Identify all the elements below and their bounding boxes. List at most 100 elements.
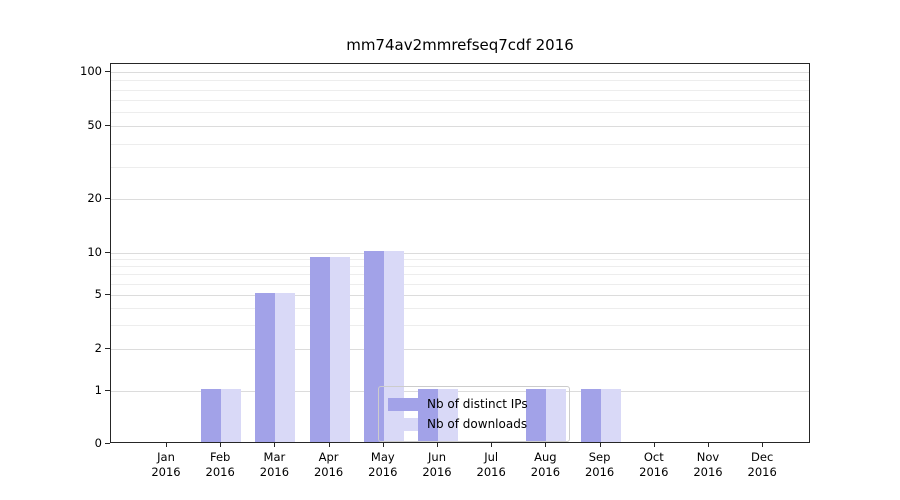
y-tick-mark xyxy=(105,125,110,127)
gridline-minor xyxy=(111,274,809,276)
x-tick-month: Dec xyxy=(751,450,774,464)
y-tick-mark xyxy=(105,197,110,199)
x-tick-label: Jan 2016 xyxy=(136,450,196,480)
gridline-minor xyxy=(111,307,809,309)
x-tick-year: 2016 xyxy=(259,465,290,479)
y-tick-mark xyxy=(105,443,110,444)
gridline-major xyxy=(111,198,809,200)
x-tick-month: Oct xyxy=(643,450,664,464)
x-tick-mark xyxy=(762,443,764,447)
x-tick-month: Jul xyxy=(484,450,499,464)
gridline-minor xyxy=(111,112,809,114)
y-tick-mark xyxy=(105,71,110,72)
bar-downloads xyxy=(546,389,567,442)
x-tick-label: Jun 2016 xyxy=(407,450,467,480)
x-tick-month: Jan xyxy=(157,450,175,464)
legend-item: Nb of downloads xyxy=(388,414,560,434)
y-tick-mark xyxy=(105,390,110,391)
x-tick-label: Apr 2016 xyxy=(299,450,359,480)
gridline-minor xyxy=(111,100,809,102)
x-tick-month: Jun xyxy=(428,450,446,464)
x-tick-month: Apr xyxy=(318,450,339,464)
x-tick-year: 2016 xyxy=(639,465,669,479)
x-tick-mark xyxy=(653,443,655,447)
x-tick-month: Nov xyxy=(696,450,720,464)
legend-swatch-distinct-ips xyxy=(388,397,418,411)
y-tick-mark xyxy=(105,252,110,253)
x-tick-label: Nov 2016 xyxy=(678,450,738,480)
x-tick-year: 2016 xyxy=(530,465,561,479)
x-tick-year: 2016 xyxy=(151,465,181,479)
gridline-major xyxy=(111,126,809,128)
bar-distinct-ips xyxy=(309,257,330,442)
gridline-minor xyxy=(111,166,809,168)
x-tick-year: 2016 xyxy=(747,465,777,479)
x-tick-mark xyxy=(328,443,330,447)
x-tick-year: 2016 xyxy=(205,465,235,479)
x-tick-label: Feb 2016 xyxy=(190,450,250,480)
x-tick-month: May xyxy=(370,450,395,464)
y-tick-mark xyxy=(105,348,110,350)
x-tick-mark xyxy=(220,443,222,447)
gridline-major xyxy=(111,294,809,296)
gridline-major xyxy=(111,391,809,392)
bar-downloads xyxy=(221,389,242,442)
legend-swatch-downloads xyxy=(388,417,418,431)
x-tick-mark xyxy=(599,443,601,447)
x-tick-label: Dec 2016 xyxy=(732,450,792,480)
bar-downloads xyxy=(600,389,621,442)
y-tick-mark xyxy=(105,293,110,295)
bar-distinct-ips xyxy=(526,389,547,442)
bar-distinct-ips xyxy=(255,292,276,442)
bar-downloads xyxy=(275,292,296,442)
gridline-major xyxy=(111,72,809,73)
x-tick-year: 2016 xyxy=(368,465,398,479)
bar-downloads xyxy=(438,389,458,442)
y-tick-label: 1 xyxy=(94,383,102,397)
gridline-minor xyxy=(111,266,809,268)
x-tick-month: Mar xyxy=(263,450,286,464)
legend-label-distinct-ips: Nb of distinct IPs xyxy=(427,397,528,411)
gridline-minor xyxy=(111,325,809,327)
y-tick-label: 100 xyxy=(80,64,102,78)
x-tick-label: Jul 2016 xyxy=(461,450,521,480)
y-tick-label: 5 xyxy=(94,286,102,301)
legend-item: Nb of distinct IPs xyxy=(388,394,560,414)
y-tick-label: 20 xyxy=(87,190,102,205)
x-tick-label: Sep 2016 xyxy=(570,450,630,480)
bar-distinct-ips xyxy=(580,389,601,442)
gridline-major xyxy=(111,253,809,254)
y-tick-label: 50 xyxy=(87,118,102,133)
gridline-minor xyxy=(111,259,809,261)
x-tick-mark xyxy=(708,443,709,447)
x-tick-year: 2016 xyxy=(693,465,723,479)
x-tick-year: 2016 xyxy=(476,465,506,479)
gridline-minor xyxy=(111,144,809,146)
x-tick-month: Aug xyxy=(534,450,557,464)
x-tick-mark xyxy=(274,443,276,447)
x-tick-label: May 2016 xyxy=(353,450,413,480)
plot-area: Nb of distinct IPs Nb of downloads xyxy=(110,63,810,443)
chart-title: mm74av2mmrefseq7cdf 2016 xyxy=(346,36,574,54)
x-tick-label: Mar 2016 xyxy=(244,450,304,480)
x-tick-year: 2016 xyxy=(313,465,344,479)
gridline-minor xyxy=(111,89,809,91)
x-tick-year: 2016 xyxy=(422,465,452,479)
x-tick-label: Aug 2016 xyxy=(515,450,575,480)
gridline-major xyxy=(111,349,809,351)
gridline-minor xyxy=(111,80,809,82)
x-tick-month: Sep xyxy=(588,450,611,464)
x-tick-mark xyxy=(437,443,438,447)
bar-distinct-ips xyxy=(418,389,438,442)
legend-label-downloads: Nb of downloads xyxy=(427,417,528,431)
x-tick-mark xyxy=(382,443,384,447)
x-tick-month: Feb xyxy=(210,450,231,464)
bar-distinct-ips xyxy=(201,389,222,442)
y-tick-label: 2 xyxy=(94,341,102,356)
bar-downloads xyxy=(329,257,350,442)
x-tick-mark xyxy=(166,443,167,447)
y-tick-label: 0 xyxy=(94,436,102,450)
bar-downloads xyxy=(383,251,404,442)
x-tick-label: Oct 2016 xyxy=(624,450,684,480)
